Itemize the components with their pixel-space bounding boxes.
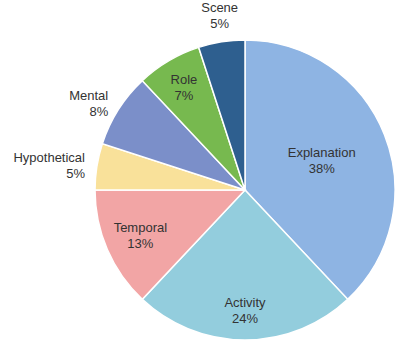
data-label: 13% <box>127 236 153 251</box>
data-label: 8% <box>89 104 108 119</box>
data-label: 7% <box>175 88 194 103</box>
data-label: 5% <box>210 16 229 31</box>
labels: Explanation38% Activity24% Temporal13% Hypo… <box>13 0 355 326</box>
slice-label: Explanation <box>288 145 356 160</box>
pie-slice <box>199 40 245 190</box>
slice-label: Scene <box>201 0 238 15</box>
slice-label: Mental <box>69 88 108 103</box>
data-label: 38% <box>309 161 335 176</box>
slices <box>95 40 395 340</box>
slice-label: Hypothetical <box>13 150 85 165</box>
data-label: 5% <box>66 166 85 181</box>
slice-label: Activity <box>224 295 266 310</box>
slice-label: Role <box>171 72 198 87</box>
slice-label: Temporal <box>114 220 168 235</box>
chart: Explanation38% Activity24% Temporal13% Hypo… <box>0 0 396 342</box>
chart-container: Explanation38% Activity24% Temporal13% Hypo… <box>0 0 396 342</box>
pie-slice <box>95 190 245 299</box>
data-label: 24% <box>232 311 258 326</box>
